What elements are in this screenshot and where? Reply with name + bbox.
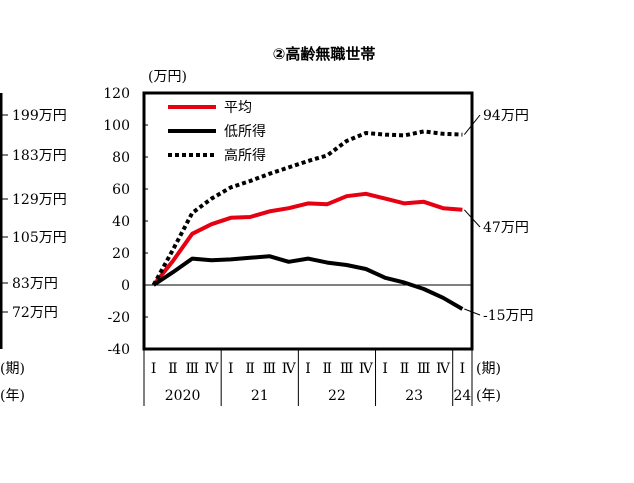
x-quarter-label: Ⅳ (436, 361, 451, 377)
series-line-1 (152, 254, 464, 311)
x-year-label: 22 (328, 388, 346, 404)
x-quarter-label: Ⅲ (263, 361, 277, 377)
y-tick-label: 0 (121, 278, 130, 294)
series-line-0 (152, 191, 463, 287)
right-annotation-label: 47万円 (483, 220, 529, 236)
x-year-label: 21 (251, 388, 269, 404)
x-quarter-label: Ⅲ (185, 361, 199, 377)
x-quarter-label: Ⅲ (417, 361, 431, 377)
x-quarter-label: Ⅰ (460, 361, 466, 377)
right-annotation-label: 94万円 (483, 108, 529, 124)
legend-label: 低所得 (224, 123, 266, 140)
right-annotation-label: -15万円 (483, 308, 534, 324)
left-annotation-label: 83万円 (12, 276, 58, 292)
year-suffix-left: (年) (0, 388, 25, 404)
x-quarter-label: Ⅰ (305, 361, 311, 377)
right-annotation-leader (463, 209, 481, 228)
y-unit-label: (万円) (148, 69, 187, 85)
x-quarter-label: Ⅰ (382, 361, 388, 377)
right-annotation-leader (464, 308, 481, 316)
x-quarter-label: Ⅳ (359, 361, 374, 377)
x-year-label: 2020 (165, 388, 201, 404)
x-quarter-label: Ⅳ (282, 361, 297, 377)
period-suffix-left: (期) (0, 361, 25, 377)
x-quarter-label: Ⅱ (168, 361, 178, 377)
chart-title: ②高齢無職世帯 (273, 45, 376, 63)
x-year-label: 24 (453, 388, 471, 404)
plot-frame (142, 91, 474, 351)
y-axis-ticks: 120 100 80 60 40 20 0 -20 -40 (103, 86, 148, 358)
y-tick-label: 40 (112, 214, 130, 230)
y-tick-label: 120 (103, 86, 130, 102)
y-tick-label: -20 (107, 310, 130, 326)
left-annotation-label: 105万円 (12, 230, 67, 246)
year-suffix-right: (年) (476, 388, 501, 404)
x-year-label: 23 (405, 388, 423, 404)
x-quarter-label: Ⅰ (151, 361, 157, 377)
x-quarter-label: Ⅲ (340, 361, 354, 377)
left-annotation-label: 199万円 (12, 108, 67, 124)
legend-label: 平均 (224, 100, 252, 116)
x-quarter-label: Ⅱ (245, 361, 255, 377)
legend-label: 高所得 (224, 147, 266, 164)
y-tick-label: 60 (112, 182, 130, 198)
y-tick-label: 80 (112, 150, 130, 166)
y-tick-label: -40 (107, 342, 130, 358)
y-tick-label: 20 (112, 246, 130, 262)
left-annotation-label: 129万円 (12, 192, 67, 208)
x-quarter-label: Ⅰ (228, 361, 234, 377)
series-lines (151, 129, 464, 311)
left-annotation-panel: 199万円 183万円 129万円 105万円 83万円 72万円 (0, 93, 67, 349)
x-quarter-label: Ⅳ (205, 361, 220, 377)
x-quarter-label: Ⅱ (400, 361, 410, 377)
period-suffix-right: (期) (476, 361, 501, 377)
left-annotation-label: 72万円 (12, 305, 58, 321)
x-quarter-label: Ⅱ (323, 361, 333, 377)
right-annotations: 94万円 47万円 -15万円 (463, 108, 534, 324)
right-annotation-leader (463, 114, 481, 135)
y-tick-label: 100 (103, 118, 130, 134)
left-annotation-label: 183万円 (12, 148, 67, 164)
